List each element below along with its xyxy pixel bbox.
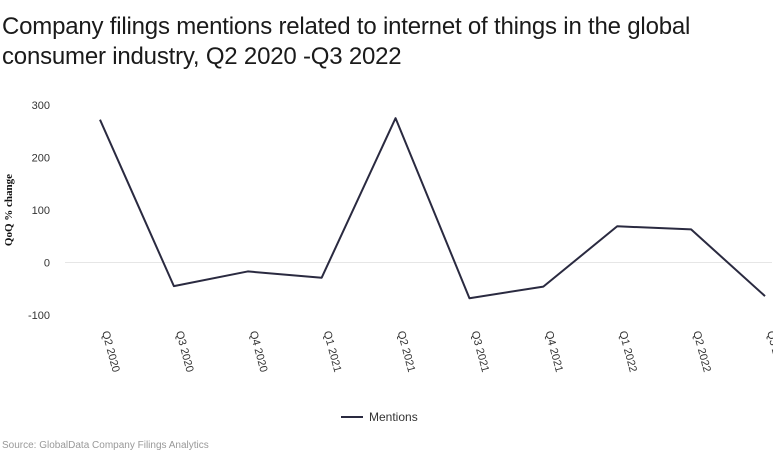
- legend-swatch-mentions: [341, 416, 363, 418]
- source-note: Source: GlobalData Company Filings Analy…: [2, 440, 209, 451]
- y-tick-label: 300: [32, 100, 50, 112]
- y-tick-label: 0: [44, 258, 50, 270]
- x-tick-label: Q1 2021: [321, 330, 344, 374]
- x-tick-label: Q3 2020: [173, 330, 196, 374]
- x-tick-label: Q2 2020: [99, 330, 122, 374]
- x-axis-ticks: Q2 2020 Q3 2020 Q4 2020 Q1 2021 Q2 2021 Q3 20…: [99, 330, 773, 374]
- x-tick-label: Q2 2022: [690, 330, 713, 374]
- x-tick-label: Q3 2021: [469, 330, 492, 374]
- y-tick-label: 200: [32, 153, 50, 165]
- series-layer: [99, 117, 766, 300]
- x-tick-label: Q3 2022: [764, 330, 773, 374]
- y-axis-label: QoQ % change: [3, 174, 15, 246]
- series-line-mentions: [99, 117, 766, 300]
- x-tick-label: Q4 2021: [542, 330, 565, 374]
- legend: Mentions: [341, 410, 418, 424]
- x-tick-label: Q1 2022: [616, 330, 639, 374]
- y-tick-label: -100: [28, 310, 50, 322]
- y-tick-label: 100: [32, 205, 50, 217]
- legend-label-mentions: Mentions: [369, 410, 418, 424]
- chart-title: Company filings mentions related to inte…: [2, 13, 691, 70]
- x-tick-label: Q2 2021: [395, 330, 418, 374]
- x-tick-label: Q4 2020: [247, 330, 270, 374]
- y-axis-ticks: 300 200 100 0 -100: [28, 100, 50, 322]
